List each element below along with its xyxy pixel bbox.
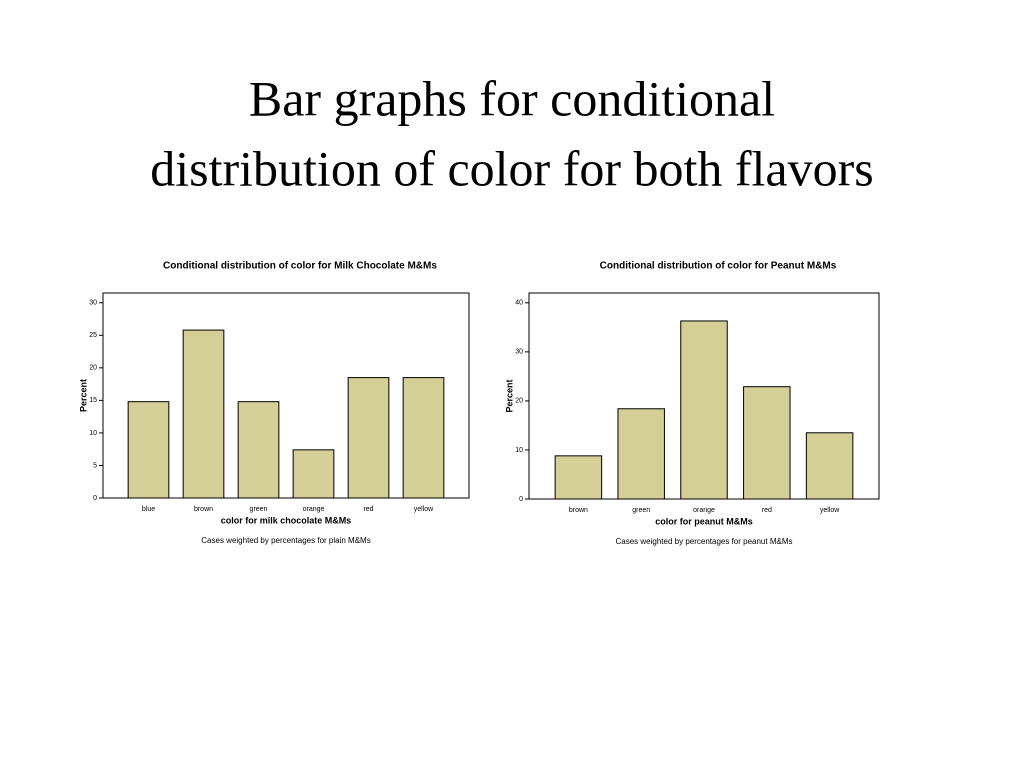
- y-tick-label: 15: [89, 397, 97, 404]
- bar: [292, 449, 335, 499]
- chart-title: Conditional distribution of color for Pe…: [600, 261, 837, 272]
- y-tick-label: 30: [515, 349, 523, 356]
- x-tick-label: orange: [303, 506, 325, 513]
- x-tick-label: orange: [693, 507, 715, 514]
- y-tick-label: 20: [515, 398, 523, 405]
- y-tick-label: 0: [519, 496, 523, 503]
- bar: [805, 432, 854, 500]
- footnote: Cases weighted by percentages for plain …: [201, 536, 370, 545]
- y-tick-label: 10: [515, 447, 523, 454]
- bar: [743, 386, 791, 500]
- x-tick-label: yellow: [414, 506, 434, 513]
- x-axis-label: color for milk chocolate M&Ms: [221, 515, 352, 525]
- x-tick-label: red: [363, 506, 373, 513]
- bar: [680, 320, 728, 500]
- y-tick-label: 40: [515, 300, 523, 307]
- y-tick-label: 25: [89, 332, 97, 339]
- chart-title: Conditional distribution of color for Mi…: [163, 261, 437, 272]
- bar: [617, 408, 665, 500]
- x-tick-label: green: [632, 507, 650, 514]
- bar: [402, 377, 445, 499]
- x-tick-label: yellow: [820, 507, 840, 514]
- plot-frame: [102, 292, 470, 499]
- bar: [554, 455, 603, 500]
- y-tick-label: 30: [89, 300, 97, 307]
- slide-title: distribution of color for both flavors: [150, 140, 874, 196]
- y-axis-label: Percent: [78, 379, 88, 412]
- slide-title: Bar graphs for conditional: [249, 70, 775, 126]
- bar: [182, 329, 225, 499]
- bar: [347, 377, 390, 499]
- y-tick-label: 20: [89, 365, 97, 372]
- y-tick-label: 10: [89, 430, 97, 437]
- x-tick-label: red: [762, 507, 772, 514]
- footnote: Cases weighted by percentages for peanut…: [616, 537, 793, 546]
- y-tick-label: 0: [93, 495, 97, 502]
- y-axis-label: Percent: [504, 379, 514, 412]
- x-tick-label: brown: [569, 507, 588, 514]
- x-tick-label: brown: [194, 506, 213, 513]
- x-tick-label: blue: [142, 506, 155, 513]
- bar: [237, 401, 280, 499]
- x-tick-label: green: [250, 506, 268, 513]
- x-axis-label: color for peanut M&Ms: [655, 516, 753, 526]
- y-tick-label: 5: [93, 462, 97, 469]
- bar: [127, 401, 170, 499]
